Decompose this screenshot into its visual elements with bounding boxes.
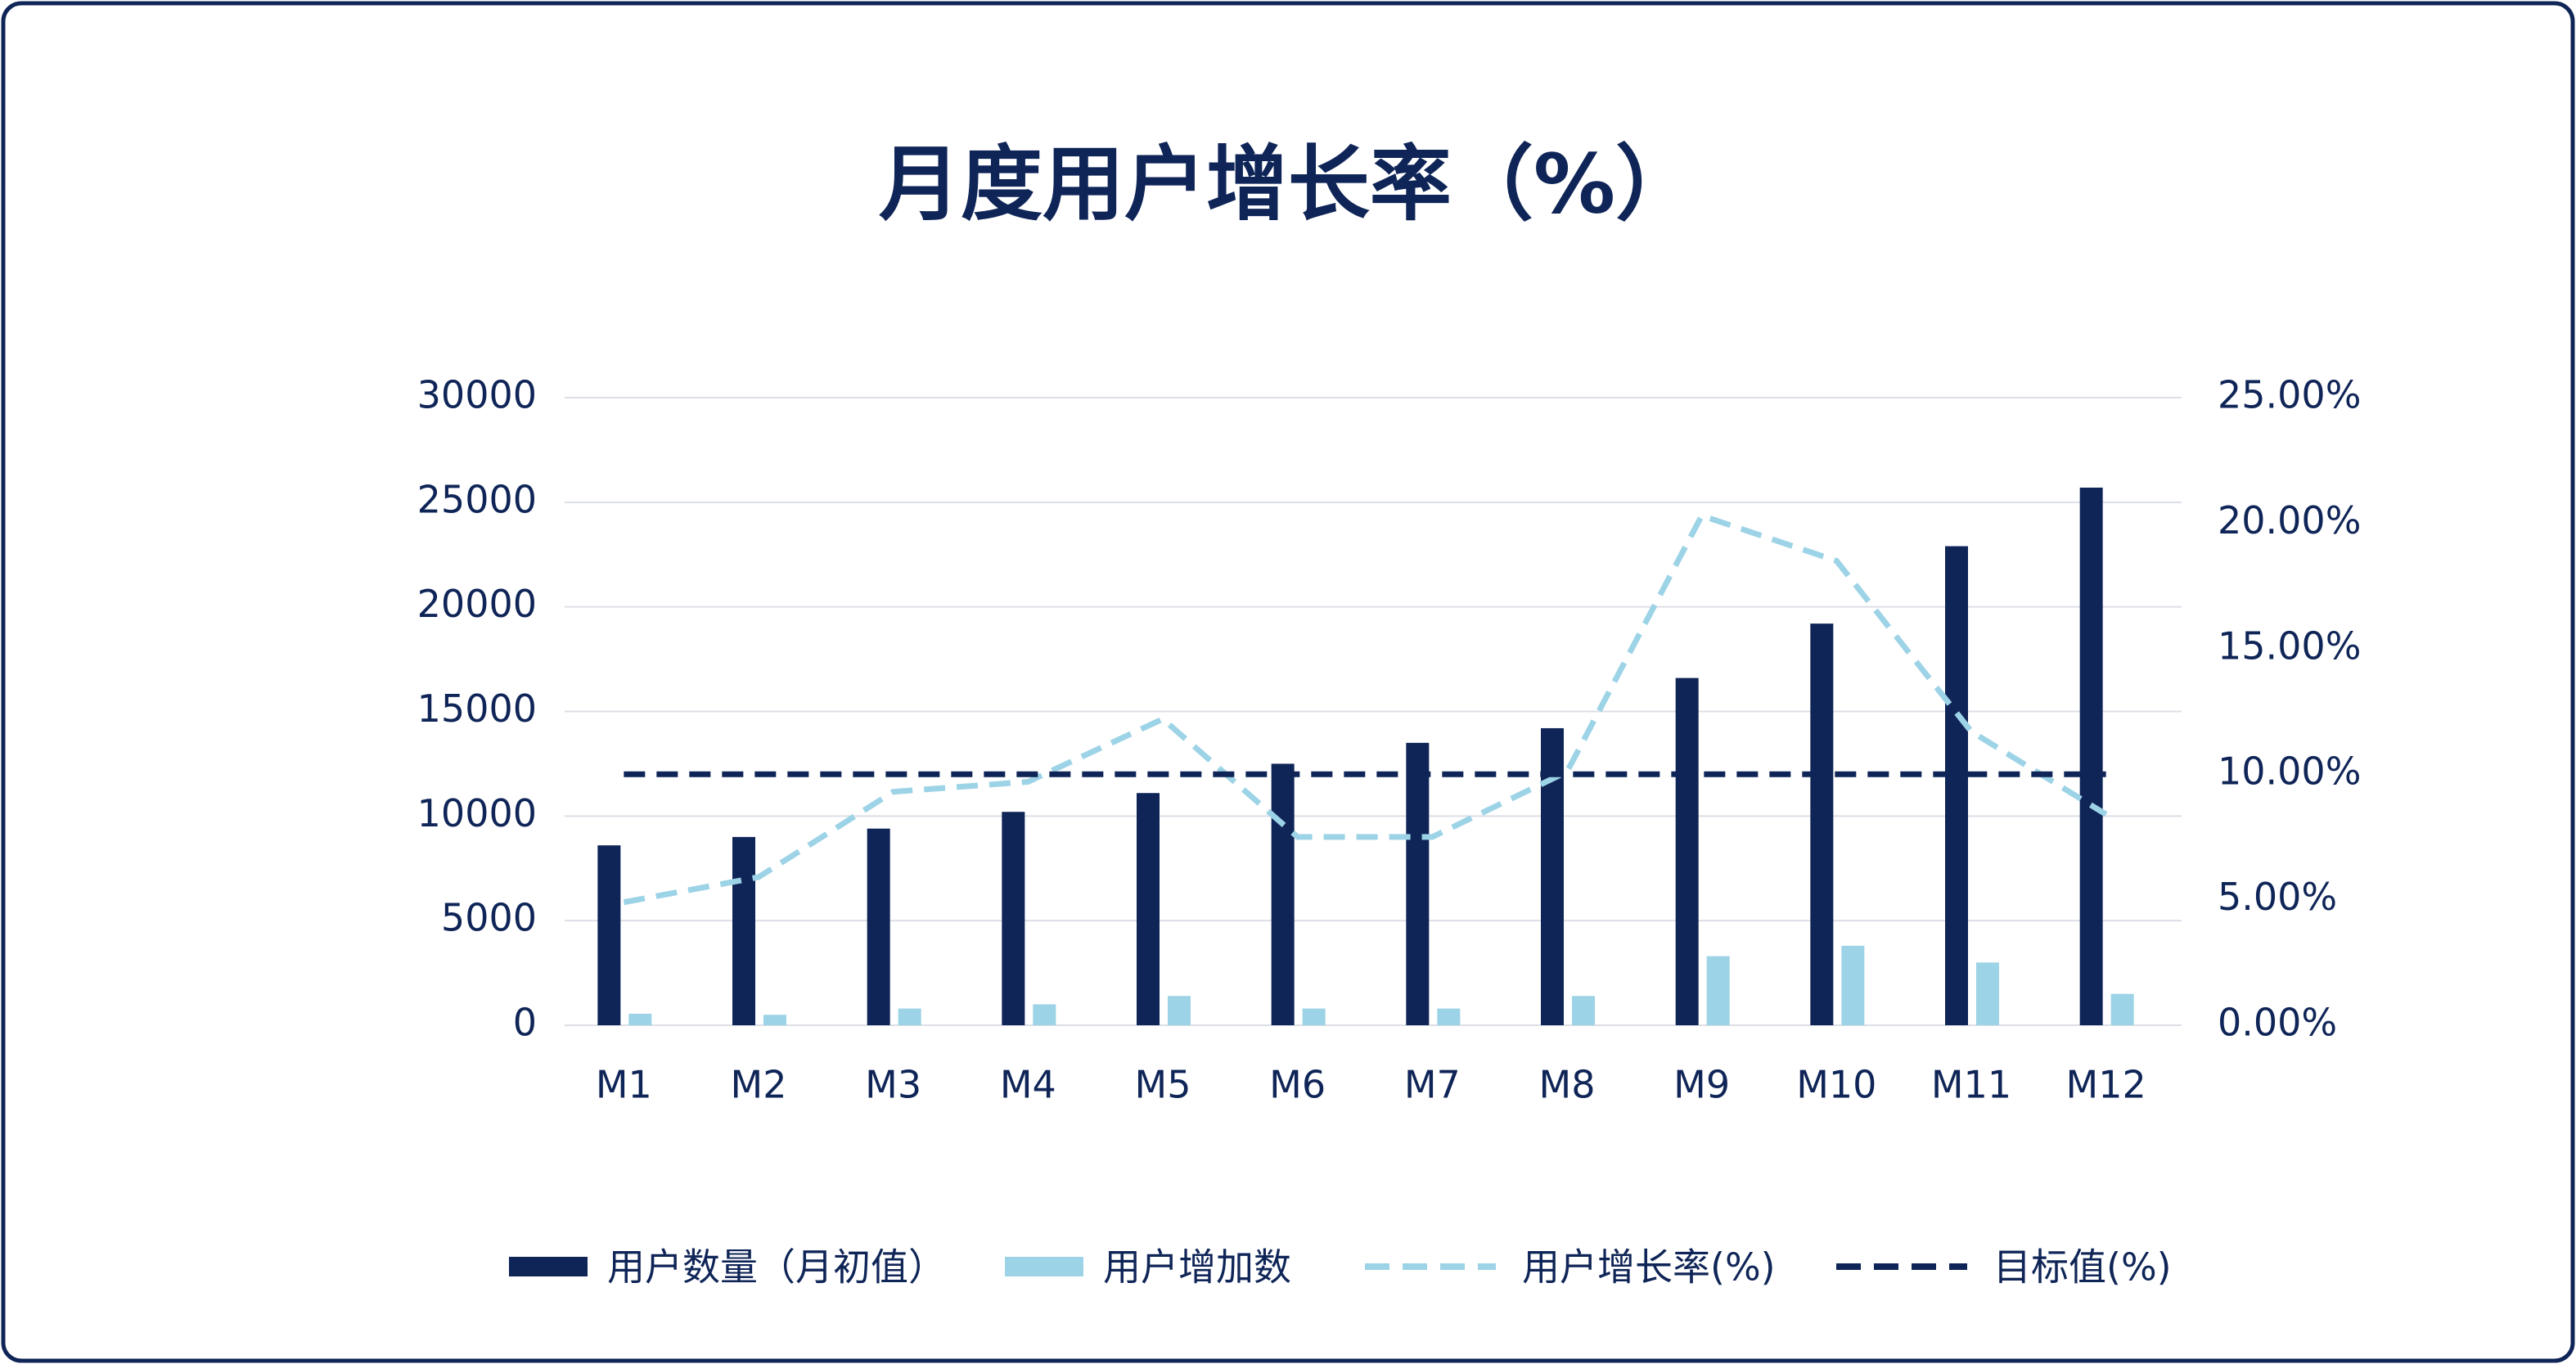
x-tick-label: M8 [1539,1063,1596,1107]
line [623,511,2108,906]
y-tick-label: 5000 [441,896,537,940]
bar [1271,763,1295,1025]
legend-label: 用户数量（月初值） [607,1245,946,1290]
bar [1945,546,1968,1025]
bar [732,836,755,1025]
x-tick-label: M1 [596,1063,652,1107]
bar [1437,1008,1461,1025]
legend-swatch [1005,1257,1083,1276]
y-tick-label: 10000 [417,791,537,835]
y-tick-label: 15000 [417,687,537,731]
legend-swatch [509,1257,588,1276]
y2-tick-label: 15.00% [2218,623,2361,668]
legend-label: 用户增加数 [1103,1245,1291,1290]
legend-label: 用户增长率(%) [1522,1245,1776,1290]
bar [1033,1004,1056,1025]
bar [1168,996,1191,1025]
y-tick-label: 20000 [417,582,537,626]
y-tick-label: 0 [513,1001,537,1045]
bar [898,1008,921,1025]
x-tick-label: M12 [2066,1063,2146,1107]
bar [1976,962,1999,1025]
x-tick-label: M5 [1135,1063,1191,1107]
x-tick-label: M10 [1796,1063,1876,1107]
y-tick-label: 30000 [417,373,537,417]
bar [2079,487,2103,1025]
bar [763,1015,786,1025]
chart-title: 月度用户增长率（%） [879,136,1697,232]
bar [1137,793,1160,1025]
y2-tick-label: 10.00% [2218,750,2361,794]
x-tick-label: M6 [1269,1063,1326,1107]
legend-label: 目标值(%) [1993,1245,2172,1290]
bar [1706,956,1730,1025]
bar [867,828,890,1025]
bar [1841,945,1865,1025]
bar [1675,677,1699,1025]
bar [1302,1008,1326,1025]
y-tick-label: 25000 [417,477,537,521]
bar [2110,993,2134,1025]
bar [1002,812,1025,1025]
y2-tick-label: 20.00% [2218,498,2361,542]
bar [1406,742,1430,1025]
x-tick-label: M7 [1404,1063,1461,1107]
x-tick-label: M11 [1931,1063,2011,1107]
y2-tick-label: 0.00% [2218,1001,2337,1045]
x-tick-label: M3 [865,1063,921,1107]
x-tick-label: M4 [1000,1063,1056,1107]
bar [1810,623,1834,1025]
bar [628,1013,652,1025]
bar [1572,996,1595,1025]
y2-tick-label: 5.00% [2218,875,2337,919]
x-tick-label: M9 [1673,1063,1730,1107]
y2-tick-label: 25.00% [2218,373,2361,417]
bar [597,845,621,1025]
x-tick-label: M2 [731,1063,787,1107]
